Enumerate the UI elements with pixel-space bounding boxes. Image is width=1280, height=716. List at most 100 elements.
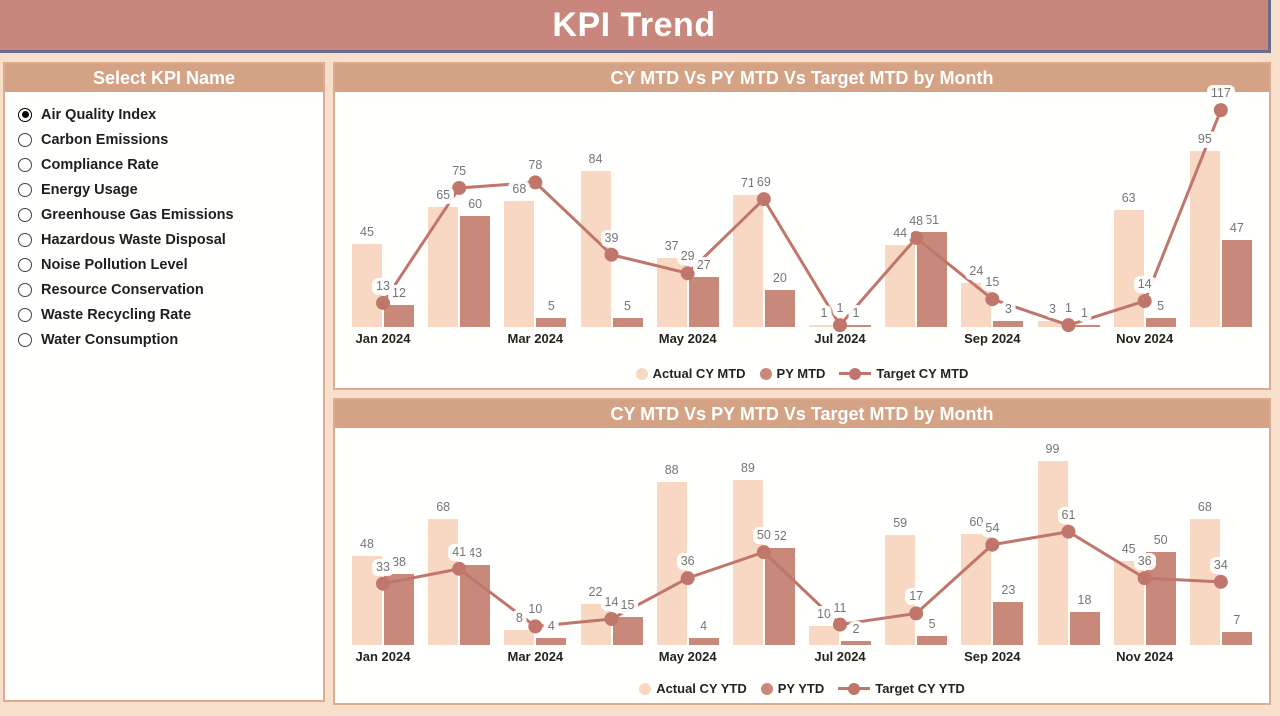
bar-py[interactable] (384, 304, 414, 327)
target-value-label: 11 (829, 599, 851, 617)
report-title: KPI Trend (552, 5, 716, 44)
target-marker[interactable] (985, 537, 1000, 552)
target-marker[interactable] (1061, 318, 1076, 333)
radio-button[interactable] (18, 132, 32, 147)
bar-py[interactable] (764, 289, 795, 327)
legend-item-line[interactable]: Target CY YTD (838, 681, 965, 696)
bar-actual[interactable] (732, 195, 763, 327)
bar-actual[interactable] (428, 518, 459, 645)
bar-py[interactable] (1221, 239, 1252, 327)
bar-actual[interactable] (885, 245, 916, 327)
bar-py[interactable] (612, 317, 643, 327)
radio-button[interactable] (18, 107, 32, 122)
sidebar-item-carbon-emissions[interactable]: Carbon Emissions (5, 127, 323, 152)
target-marker[interactable] (985, 292, 1000, 307)
target-marker[interactable] (604, 247, 619, 262)
bar-py[interactable] (993, 602, 1024, 645)
bar-py[interactable] (536, 637, 567, 645)
target-marker[interactable] (1213, 103, 1228, 118)
bar-py[interactable] (1069, 325, 1100, 327)
radio-dot (22, 336, 29, 343)
bar-py[interactable] (688, 637, 719, 645)
value-label: 4 (543, 617, 559, 635)
bar-py[interactable] (917, 232, 948, 327)
target-marker[interactable] (1213, 574, 1228, 589)
target-marker[interactable] (909, 231, 924, 246)
kpi-option-label: Compliance Rate (41, 156, 159, 173)
target-value-label: 33 (372, 558, 394, 576)
kpi-slicer-title: Select KPI Name (5, 64, 323, 92)
x-axis-label: Sep 2024 (964, 331, 1021, 346)
radio-button[interactable] (18, 232, 32, 247)
legend-item-bar[interactable]: Actual CY YTD (639, 681, 747, 696)
target-marker[interactable] (452, 180, 467, 195)
radio-button[interactable] (18, 332, 32, 347)
bar-py[interactable] (1145, 317, 1176, 327)
radio-button[interactable] (18, 182, 32, 197)
x-axis-label: Jul 2024 (814, 649, 866, 664)
value-label: 88 (660, 461, 683, 479)
radio-button[interactable] (18, 257, 32, 272)
radio-button[interactable] (18, 207, 32, 222)
kpi-option-label: Water Consumption (41, 331, 179, 348)
target-marker[interactable] (909, 606, 924, 621)
target-marker[interactable] (833, 617, 847, 632)
sidebar-item-hazardous-waste-disposal[interactable]: Hazardous Waste Disposal (5, 227, 323, 252)
sidebar-item-noise-pollution-level[interactable]: Noise Pollution Level (5, 252, 323, 277)
kpi-slicer-panel: Select KPI Name Air Quality Index Carbon … (3, 62, 325, 702)
target-marker[interactable] (452, 561, 467, 576)
target-marker[interactable] (604, 612, 619, 626)
target-marker[interactable] (376, 295, 390, 310)
bar-py[interactable] (841, 641, 871, 645)
bar-py[interactable] (917, 635, 948, 645)
bar-py[interactable] (764, 548, 795, 645)
bar-py[interactable] (688, 276, 719, 327)
target-marker[interactable] (1061, 524, 1076, 539)
bar-actual[interactable] (1037, 321, 1068, 327)
radio-button[interactable] (18, 307, 32, 322)
target-marker[interactable] (756, 192, 771, 207)
bar-actual[interactable] (1189, 150, 1220, 327)
bar-actual[interactable] (809, 626, 839, 645)
bar-actual[interactable] (504, 630, 535, 645)
bar-actual[interactable] (809, 325, 839, 327)
bar-py[interactable] (460, 215, 491, 327)
bar-py[interactable] (841, 325, 871, 327)
value-label: 68 (508, 180, 531, 198)
legend-circle-swatch (635, 367, 648, 380)
bar-py[interactable] (460, 565, 491, 645)
target-marker[interactable] (680, 266, 695, 281)
x-axis-label: Jan 2024 (355, 331, 411, 346)
radio-button[interactable] (18, 282, 32, 297)
legend-label: Actual CY YTD (656, 681, 747, 696)
value-label: 8 (511, 610, 527, 628)
target-marker[interactable] (1137, 294, 1152, 309)
target-marker[interactable] (528, 619, 543, 634)
target-marker[interactable] (1137, 571, 1152, 586)
bar-py[interactable] (1221, 632, 1252, 645)
bar-actual[interactable] (1037, 461, 1068, 645)
bar-py[interactable] (536, 317, 567, 327)
target-marker[interactable] (833, 318, 847, 333)
sidebar-item-water-consumption[interactable]: Water Consumption (5, 327, 323, 352)
legend-item-bar[interactable]: Actual CY MTD (635, 366, 746, 381)
target-marker[interactable] (756, 545, 771, 560)
sidebar-item-compliance-rate[interactable]: Compliance Rate (5, 152, 323, 177)
sidebar-item-greenhouse-gas-emissions[interactable]: Greenhouse Gas Emissions (5, 202, 323, 227)
sidebar-item-waste-recycling-rate[interactable]: Waste Recycling Rate (5, 302, 323, 327)
radio-button[interactable] (18, 157, 32, 172)
legend-item-bar[interactable]: PY YTD (760, 681, 824, 696)
bar-py[interactable] (993, 321, 1024, 327)
target-value-label: 48 (905, 213, 928, 231)
bar-py[interactable] (1069, 611, 1100, 645)
target-marker[interactable] (376, 576, 390, 591)
legend-item-line[interactable]: Target CY MTD (839, 366, 968, 381)
sidebar-item-air-quality-index[interactable]: Air Quality Index (5, 102, 323, 127)
x-axis-label: Nov 2024 (1116, 331, 1174, 346)
sidebar-item-energy-usage[interactable]: Energy Usage (5, 177, 323, 202)
bar-actual[interactable] (504, 200, 535, 327)
sidebar-item-resource-conservation[interactable]: Resource Conservation (5, 277, 323, 302)
target-marker[interactable] (680, 571, 695, 586)
target-marker[interactable] (528, 175, 543, 190)
legend-item-bar[interactable]: PY MTD (759, 366, 825, 381)
